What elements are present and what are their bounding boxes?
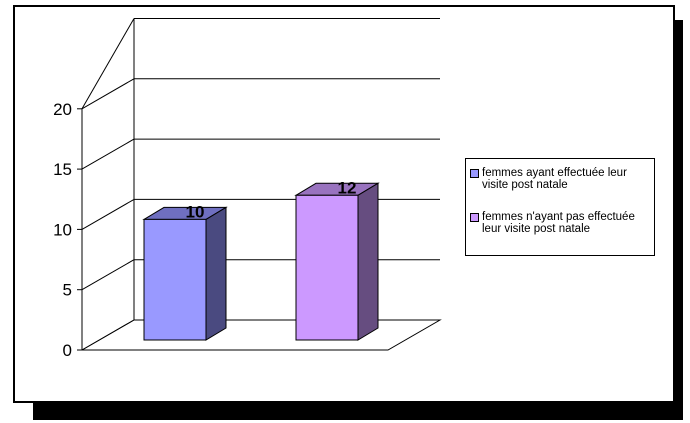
gridline-side-5 [81,259,135,291]
y-tick-label-0: 0 [63,341,72,360]
data-label-2: 12 [338,178,357,197]
chart-walls [80,18,442,351]
gridline-side-0 [81,319,135,351]
bar-front-1 [143,218,207,341]
legend: femmes ayant effectuée leur visite post … [465,158,655,256]
gridline-side-10 [81,198,135,230]
legend-swatch-2 [470,213,479,222]
bar-front-2 [295,194,359,341]
legend-item-2: femmes n'ayant pas effectuée leur visite… [470,211,650,235]
floor [80,319,442,351]
side-wall-top-edge [81,18,135,110]
y-axis-ticks: 0 5 10 15 20 [53,100,72,360]
legend-label-2: femmes n'ayant pas effectuée leur visite… [482,211,635,235]
legend-swatch-1 [470,169,479,178]
data-label-1: 10 [186,202,205,221]
gridline-side-15 [81,138,135,170]
y-tick-label-20: 20 [53,100,72,119]
y-tick-label-5: 5 [63,281,72,300]
data-labels: 10 12 [186,178,357,221]
legend-item-1: femmes ayant effectuée leur visite post … [470,167,650,191]
gridline-side-20 [81,78,135,110]
bars [142,182,380,341]
bar-side-1 [205,206,227,341]
y-tick-label-15: 15 [53,160,72,179]
legend-label-1: femmes ayant effectuée leur visite post … [482,167,627,191]
y-tick-label-10: 10 [53,220,72,239]
bar-side-2 [357,182,379,341]
gridlines [77,18,440,351]
